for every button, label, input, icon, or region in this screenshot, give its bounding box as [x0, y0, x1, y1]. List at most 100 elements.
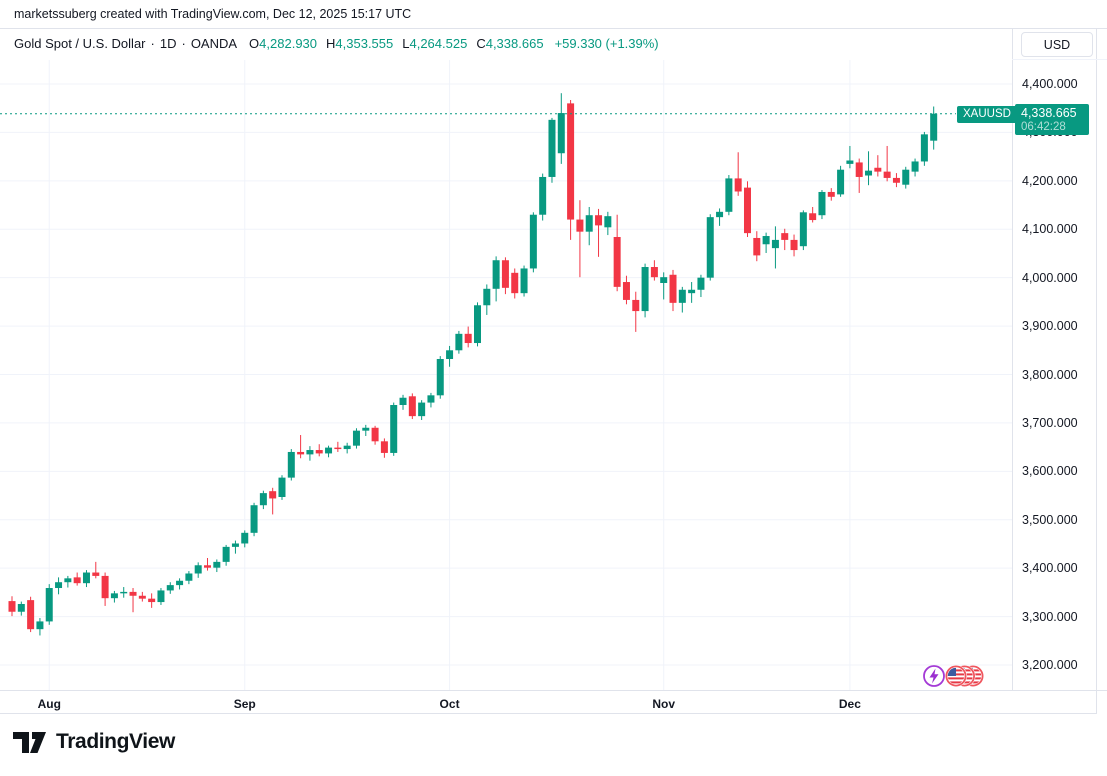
attribution-text: marketssuberg created with TradingView.c… [14, 7, 412, 21]
candle [855, 162, 863, 177]
low-label: L [402, 36, 410, 51]
separator-dot: · [181, 36, 186, 51]
candlestick-chart[interactable] [0, 0, 1107, 716]
candle [613, 236, 621, 287]
candle [548, 119, 556, 177]
price-tick-label: 3,600.000 [1022, 464, 1078, 479]
candle [36, 621, 44, 630]
candle [650, 267, 658, 278]
candle [837, 169, 845, 195]
candle [138, 595, 146, 599]
exchange-label: OANDA [190, 36, 238, 51]
price-tick-label: 3,700.000 [1022, 415, 1078, 430]
last-price-tag: 4,338.665 06:42:28 [1015, 104, 1089, 135]
candle [352, 430, 360, 446]
candle [557, 113, 565, 154]
candle [818, 191, 826, 216]
lightning-event-icon[interactable] [923, 665, 945, 687]
candle [753, 237, 761, 256]
price-tick-label: 3,900.000 [1022, 319, 1078, 334]
candle [771, 239, 779, 249]
candle [110, 593, 118, 599]
candle [399, 397, 407, 406]
candle [241, 532, 249, 544]
candle [762, 236, 770, 245]
candle [325, 447, 333, 454]
candle [790, 239, 798, 251]
candle [45, 588, 53, 622]
candle [55, 582, 63, 589]
candle [930, 113, 938, 141]
separator-dot: · [150, 36, 155, 51]
candle [120, 591, 128, 594]
high-value: 4,353.555 [335, 36, 394, 51]
candle [892, 177, 900, 183]
candle [129, 591, 137, 596]
bar-countdown: 06:42:28 [1021, 121, 1066, 133]
candle [250, 505, 258, 533]
symbol-title: Gold Spot / U.S. Dollar [14, 36, 146, 51]
candle [315, 450, 323, 454]
candle [567, 103, 575, 220]
close-label: C [476, 36, 486, 51]
candle [501, 260, 509, 288]
us-flag-event-icon[interactable] [945, 665, 967, 687]
candle [799, 212, 807, 247]
candle [827, 191, 835, 197]
candle [511, 272, 519, 294]
top-divider [0, 28, 1107, 29]
candle [464, 333, 472, 344]
candle [213, 561, 221, 568]
candle [474, 305, 481, 344]
candle [390, 405, 398, 453]
low-value: 4,264.525 [409, 36, 468, 51]
open-value: 4,282.930 [259, 36, 318, 51]
candle [604, 216, 612, 228]
candle [380, 441, 388, 453]
candle [176, 580, 184, 586]
price-tick-label: 3,300.000 [1022, 609, 1078, 624]
candle [222, 546, 230, 562]
candle [576, 219, 584, 232]
candle [846, 160, 854, 164]
candle [446, 350, 454, 360]
candle [148, 598, 156, 603]
candle [194, 565, 202, 574]
candle [622, 282, 630, 300]
candle [362, 427, 370, 431]
candle [8, 601, 16, 612]
price-tick-label: 4,100.000 [1022, 222, 1078, 237]
candle [231, 543, 239, 547]
candle [287, 451, 295, 478]
candle [92, 572, 100, 576]
candle [27, 600, 35, 630]
change-value: +59.330 (+1.39%) [554, 36, 659, 51]
candle [455, 333, 463, 351]
candle [73, 577, 81, 584]
candle [157, 590, 165, 603]
price-tick-label: 3,400.000 [1022, 561, 1078, 576]
candle [781, 233, 789, 240]
candle [641, 267, 649, 312]
event-icons-row[interactable] [918, 661, 990, 691]
close-value: 4,338.665 [485, 36, 544, 51]
candle [865, 170, 873, 176]
candle [492, 260, 500, 289]
time-tick-label-oct: Oct [439, 697, 460, 711]
candle [874, 167, 882, 172]
candle [418, 402, 426, 417]
chart-legend[interactable]: Gold Spot / U.S. Dollar · 1D · OANDA O4,… [14, 36, 659, 51]
candle [306, 450, 314, 455]
currency-usd-button[interactable]: USD [1021, 32, 1093, 57]
tradingview-footer[interactable]: TradingView [12, 730, 175, 754]
candle [297, 451, 305, 455]
candle [585, 215, 593, 232]
open-label: O [249, 36, 260, 51]
candle [743, 187, 751, 234]
candle [529, 214, 537, 269]
candle [697, 277, 705, 290]
candle [17, 603, 25, 612]
candle [539, 176, 547, 215]
symbol-price-label: XAUUSD [957, 106, 1017, 123]
candle [101, 575, 109, 599]
